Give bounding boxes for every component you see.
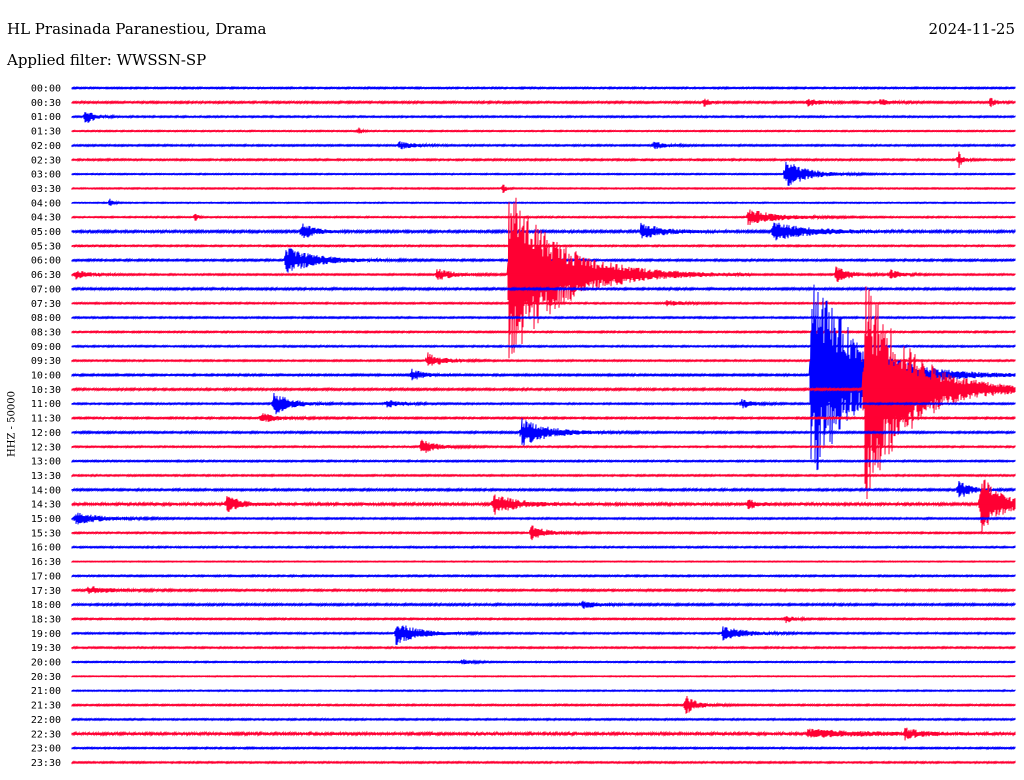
row-time-label: 08:00: [31, 313, 61, 324]
row-time-label: 21:00: [31, 686, 61, 697]
row-time-label: 06:00: [31, 256, 61, 267]
row-time-label: 14:30: [31, 500, 61, 511]
trace-row: [71, 625, 1016, 646]
row-time-label: 09:30: [31, 356, 61, 367]
row-time-label: 16:30: [31, 557, 61, 568]
row-time-label: 18:30: [31, 614, 61, 625]
row-time-label: 01:30: [31, 127, 61, 138]
row-time-label: 23:30: [31, 758, 61, 769]
row-time-label: 04:30: [31, 213, 61, 224]
row-time-label: 12:00: [31, 428, 61, 439]
row-time-label: 23:00: [31, 744, 61, 755]
row-time-label: 12:30: [31, 442, 61, 453]
row-time-label: 14:00: [31, 485, 61, 496]
row-time-label: 03:00: [31, 170, 61, 181]
station-title: HL Prasinada Paranestiou, Drama: [7, 20, 267, 38]
row-time-label: 13:00: [31, 457, 61, 468]
row-time-label: 05:00: [31, 227, 61, 238]
row-time-label: 20:30: [31, 672, 61, 683]
row-time-label: 10:00: [31, 371, 61, 382]
row-time-label: 00:30: [31, 98, 61, 109]
row-time-label: 02:30: [31, 155, 61, 166]
row-time-label: 22:30: [31, 729, 61, 740]
row-time-label: 03:30: [31, 184, 61, 195]
row-time-label: 07:30: [31, 299, 61, 310]
row-time-label: 15:30: [31, 528, 61, 539]
row-time-label: 15:00: [31, 514, 61, 525]
row-time-label: 02:00: [31, 141, 61, 152]
row-time-label: 11:30: [31, 414, 61, 425]
row-time-label: 19:00: [31, 629, 61, 640]
row-time-label: 17:30: [31, 586, 61, 597]
row-time-label: 10:30: [31, 385, 61, 396]
row-time-label: 22:00: [31, 715, 61, 726]
date-label: 2024-11-25: [928, 20, 1015, 38]
row-time-label: 16:00: [31, 543, 61, 554]
trace-row: [71, 479, 1016, 533]
row-time-label: 11:00: [31, 399, 61, 410]
row-time-label: 01:00: [31, 112, 61, 123]
row-time-label: 18:00: [31, 600, 61, 611]
row-time-label: 00:00: [31, 84, 61, 95]
filter-label: Applied filter: WWSSN-SP: [7, 51, 207, 69]
row-time-label: 04:00: [31, 198, 61, 209]
row-time-label: 13:30: [31, 471, 61, 482]
trace-row: [71, 112, 1016, 123]
row-time-label: 09:00: [31, 342, 61, 353]
row-time-label: 07:00: [31, 284, 61, 295]
row-time-label: 19:30: [31, 643, 61, 654]
row-time-label: 05:30: [31, 241, 61, 252]
row-time-label: 20:00: [31, 658, 61, 669]
row-time-label: 08:30: [31, 327, 61, 338]
row-time-label: 21:30: [31, 701, 61, 712]
row-time-label: 06:30: [31, 270, 61, 281]
row-time-label: 17:00: [31, 571, 61, 582]
